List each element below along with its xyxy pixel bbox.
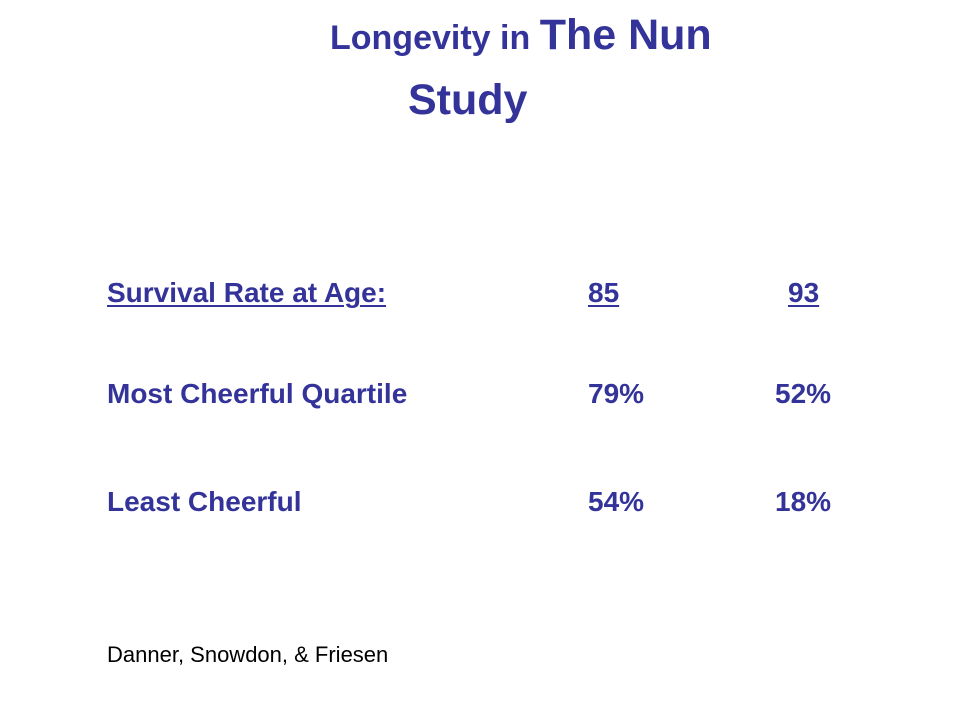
slide-title-line-2: Study bbox=[408, 76, 528, 124]
table-header-label: Survival Rate at Age: bbox=[107, 277, 387, 308]
table-row-label: Least Cheerful bbox=[107, 486, 302, 517]
table-row-label: Most Cheerful Quartile bbox=[107, 378, 408, 409]
table-header-age-85: 85 bbox=[588, 277, 620, 308]
title-part-2: The Nun bbox=[539, 11, 712, 59]
slide-title: Longevity in The Nun bbox=[330, 14, 712, 57]
citation: Danner, Snowdon, & Friesen bbox=[107, 642, 389, 667]
title-part-1: Longevity in bbox=[330, 19, 540, 57]
table-cell: 54% bbox=[588, 486, 645, 517]
table-cell: 79% bbox=[588, 378, 645, 409]
table-cell: 52% bbox=[775, 378, 832, 409]
table-cell: 18% bbox=[775, 486, 832, 517]
table-header-age-93: 93 bbox=[788, 277, 820, 308]
